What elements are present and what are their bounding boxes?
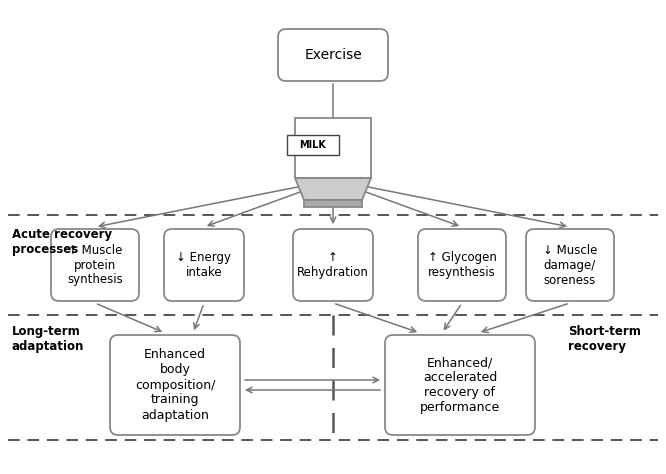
- Text: Enhanced/
accelerated
recovery of
performance: Enhanced/ accelerated recovery of perfor…: [420, 356, 500, 414]
- Text: Long-term
adaptation: Long-term adaptation: [12, 325, 85, 353]
- Text: Exercise: Exercise: [304, 48, 362, 62]
- Text: Acute recovery
processes: Acute recovery processes: [12, 228, 112, 256]
- FancyBboxPatch shape: [51, 229, 139, 301]
- FancyBboxPatch shape: [526, 229, 614, 301]
- Text: Short-term
recovery: Short-term recovery: [568, 325, 641, 353]
- Text: ↓ Muscle
damage/
soreness: ↓ Muscle damage/ soreness: [543, 244, 597, 286]
- Bar: [295, 118, 371, 178]
- Text: ↓ Energy
intake: ↓ Energy intake: [176, 251, 232, 279]
- FancyBboxPatch shape: [418, 229, 506, 301]
- FancyBboxPatch shape: [293, 229, 373, 301]
- FancyBboxPatch shape: [278, 29, 388, 81]
- Text: ↑ Muscle
protein
synthesis: ↑ Muscle protein synthesis: [67, 244, 123, 286]
- Text: ↑ Glycogen
resynthesis: ↑ Glycogen resynthesis: [428, 251, 496, 279]
- FancyBboxPatch shape: [164, 229, 244, 301]
- FancyBboxPatch shape: [110, 335, 240, 435]
- FancyBboxPatch shape: [385, 335, 535, 435]
- Text: ↑
Rehydration: ↑ Rehydration: [297, 251, 369, 279]
- Bar: [304, 200, 362, 207]
- Polygon shape: [295, 178, 371, 200]
- Bar: [287, 135, 339, 155]
- Text: MILK: MILK: [300, 140, 326, 150]
- Text: Enhanced
body
composition/
training
adaptation: Enhanced body composition/ training adap…: [135, 348, 215, 421]
